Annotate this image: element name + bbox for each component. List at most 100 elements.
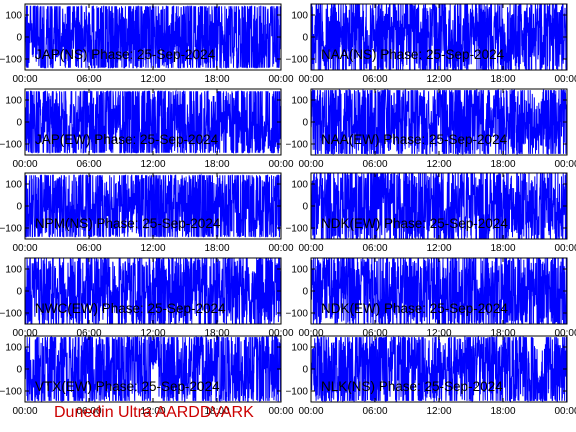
x-tick-label: 06:00 bbox=[76, 328, 101, 339]
x-tick-label: 06:00 bbox=[362, 406, 387, 417]
x-tick-label: 00:00 bbox=[554, 328, 576, 339]
x-tick-label: 06:00 bbox=[76, 159, 101, 170]
panel-10: 100 0 −100 00:00 06:00 12:00 18:00 00:00 NLK(NS)… bbox=[285, 335, 576, 417]
x-tick-label: 00:00 bbox=[268, 328, 293, 339]
y-tick-label: 0 bbox=[302, 287, 308, 298]
panel-7: 100 0 −100 00:00 06:00 12:00 18:00 00:00 NWC(EW)… bbox=[0, 257, 294, 339]
x-tick-label: 00:00 bbox=[554, 243, 576, 254]
y-tick-label: −100 bbox=[285, 140, 308, 151]
x-tick-label: 00:00 bbox=[298, 159, 323, 170]
x-tick-label: 12:00 bbox=[426, 406, 451, 417]
x-tick-label: 18:00 bbox=[204, 243, 229, 254]
y-tick-label: 100 bbox=[5, 11, 22, 22]
x-tick-label: 00:00 bbox=[298, 328, 323, 339]
y-tick-label: 0 bbox=[16, 287, 22, 298]
x-tick-label: 12:00 bbox=[426, 159, 451, 170]
panel-8: 100 0 −100 00:00 06:00 12:00 18:00 00:00 NDK(EW)… bbox=[285, 257, 576, 339]
y-tick-label: 100 bbox=[291, 343, 308, 354]
panel-title: NLK(NS) Phase: 25-Sep-2024 bbox=[321, 379, 503, 394]
x-tick-label: 06:00 bbox=[362, 159, 387, 170]
x-tick-label: 12:00 bbox=[140, 74, 165, 85]
y-tick-label: −100 bbox=[0, 140, 22, 151]
x-tick-label: 12:00 bbox=[426, 243, 451, 254]
x-tick-label: 18:00 bbox=[204, 328, 229, 339]
x-tick-label: 00:00 bbox=[298, 406, 323, 417]
series-line bbox=[311, 89, 567, 155]
x-tick-label: 00:00 bbox=[554, 406, 576, 417]
y-tick-label: −100 bbox=[0, 387, 22, 398]
x-tick-label: 12:00 bbox=[140, 328, 165, 339]
x-tick-label: 12:00 bbox=[140, 243, 165, 254]
y-tick-label: 0 bbox=[302, 365, 308, 376]
x-tick-label: 18:00 bbox=[490, 243, 515, 254]
panel-title: NDK(EW) Phase: 25-Sep-2024 bbox=[321, 301, 508, 316]
panel-title: VTX(EW) Phase: 25-Sep-2024 bbox=[35, 379, 220, 394]
x-tick-label: 06:00 bbox=[362, 74, 387, 85]
panel-title: NAA(NS) Phase: 25-Sep-2024 bbox=[321, 47, 505, 62]
y-tick-label: −100 bbox=[285, 55, 308, 66]
panel-1: 100 0 −100 00:00 06:00 12:00 18:00 00:00 JAP(NS)… bbox=[0, 3, 294, 85]
x-tick-label: 18:00 bbox=[490, 406, 515, 417]
y-tick-label: 0 bbox=[16, 202, 22, 213]
series-line bbox=[25, 258, 281, 324]
panel-title: NAA(EW) Phase: 25-Sep-2024 bbox=[321, 132, 508, 147]
y-tick-label: 100 bbox=[5, 265, 22, 276]
x-tick-label: 12:00 bbox=[140, 159, 165, 170]
panel-title: NPM(NS) Phase: 25-Sep-2024 bbox=[35, 216, 221, 231]
y-tick-label: 100 bbox=[5, 96, 22, 107]
panel-title: NDK(EW) Phase: 25-Sep-2024 bbox=[321, 216, 508, 231]
x-tick-label: 00:00 bbox=[12, 243, 37, 254]
y-tick-label: 0 bbox=[302, 33, 308, 44]
panel-3: 100 0 −100 00:00 06:00 12:00 18:00 00:00 JAP(EW)… bbox=[0, 88, 294, 170]
x-tick-label: 00:00 bbox=[268, 159, 293, 170]
x-tick-label: 06:00 bbox=[76, 74, 101, 85]
panel-2: 100 0 −100 00:00 06:00 12:00 18:00 00:00 NAA(NS)… bbox=[285, 3, 576, 85]
y-tick-label: 100 bbox=[291, 265, 308, 276]
y-tick-label: 0 bbox=[16, 365, 22, 376]
y-tick-label: 100 bbox=[291, 180, 308, 191]
x-tick-label: 12:00 bbox=[140, 406, 165, 417]
x-tick-label: 18:00 bbox=[204, 159, 229, 170]
x-tick-label: 18:00 bbox=[204, 406, 229, 417]
panel-6: 100 0 −100 00:00 06:00 12:00 18:00 00:00 NDK(EW)… bbox=[285, 172, 576, 254]
x-tick-label: 00:00 bbox=[12, 159, 37, 170]
y-tick-label: 0 bbox=[16, 118, 22, 129]
y-tick-label: 0 bbox=[302, 118, 308, 129]
y-tick-label: 100 bbox=[291, 96, 308, 107]
x-tick-label: 00:00 bbox=[554, 159, 576, 170]
x-tick-label: 00:00 bbox=[298, 74, 323, 85]
x-tick-label: 00:00 bbox=[298, 243, 323, 254]
x-tick-label: 18:00 bbox=[490, 328, 515, 339]
x-tick-label: 00:00 bbox=[12, 328, 37, 339]
x-tick-label: 06:00 bbox=[362, 328, 387, 339]
x-tick-label: 12:00 bbox=[426, 74, 451, 85]
y-tick-label: −100 bbox=[0, 55, 22, 66]
series-line bbox=[311, 173, 567, 239]
panel-title: JAP(NS) Phase: 25-Sep-2024 bbox=[35, 47, 216, 62]
x-tick-label: 00:00 bbox=[268, 243, 293, 254]
x-tick-label: 00:00 bbox=[12, 406, 37, 417]
x-tick-label: 18:00 bbox=[490, 159, 515, 170]
panel-9: 100 0 −100 00:00 06:00 12:00 18:00 00:00 VTX(EW)… bbox=[0, 335, 294, 417]
x-tick-label: 12:00 bbox=[426, 328, 451, 339]
series-line bbox=[311, 4, 567, 70]
x-tick-label: 18:00 bbox=[490, 74, 515, 85]
footer-label: Dunedin Ultra AARDDVARK bbox=[54, 404, 254, 421]
x-tick-label: 06:00 bbox=[76, 243, 101, 254]
panel-title: NWC(EW) Phase: 25-Sep-2024 bbox=[35, 301, 226, 316]
y-tick-label: −100 bbox=[0, 224, 22, 235]
y-tick-label: −100 bbox=[0, 309, 22, 320]
x-tick-label: 00:00 bbox=[268, 74, 293, 85]
x-tick-label: 00:00 bbox=[554, 74, 576, 85]
series-line bbox=[25, 336, 281, 402]
x-tick-label: 06:00 bbox=[76, 406, 101, 417]
y-tick-label: 100 bbox=[291, 11, 308, 22]
x-tick-label: 18:00 bbox=[204, 74, 229, 85]
y-tick-label: 100 bbox=[5, 343, 22, 354]
y-tick-label: −100 bbox=[285, 387, 308, 398]
y-tick-label: 0 bbox=[302, 202, 308, 213]
x-tick-label: 00:00 bbox=[12, 74, 37, 85]
x-tick-label: 06:00 bbox=[362, 243, 387, 254]
x-tick-label: 00:00 bbox=[268, 406, 293, 417]
